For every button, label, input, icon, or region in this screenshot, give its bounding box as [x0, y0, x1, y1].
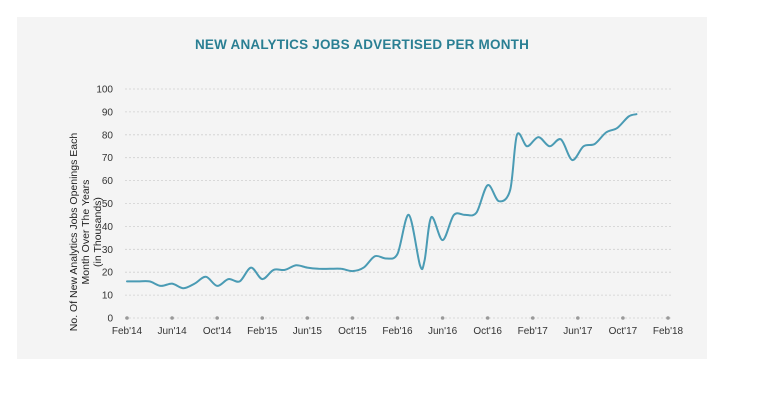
y-tick-label: 20	[102, 268, 114, 279]
x-tick-label: Feb'17	[518, 326, 549, 337]
x-tick-label: Oct'15	[338, 326, 367, 337]
x-tick-label: Oct'17	[609, 326, 638, 337]
y-tick-label: 70	[102, 153, 114, 164]
x-tick-dot	[395, 316, 400, 320]
y-tick-label: 60	[102, 176, 114, 187]
chart-title: NEW ANALYTICS JOBS ADVERTISED PER MONTH	[194, 37, 530, 52]
y-tick-label: 50	[102, 199, 114, 210]
x-tick-dot	[305, 316, 310, 320]
x-tick-dot	[666, 316, 670, 320]
x-tick-label: Feb'14	[112, 326, 143, 337]
series-line	[126, 113, 638, 290]
x-tick-label: Jun'17	[563, 326, 593, 337]
x-tick-dot	[260, 316, 265, 320]
x-tick-label: Oct'16	[473, 326, 502, 337]
x-tick-label: Jun'14	[158, 326, 188, 337]
x-tick-label: Oct'14	[203, 326, 232, 337]
x-tick-dot	[576, 316, 580, 320]
x-tick-label: Feb'15	[247, 326, 278, 337]
x-tick-label: Feb'18	[653, 326, 684, 337]
line-chart: 0 10 20 30 40 50 60 70 80 90 100 Feb'14 Jun'14 Oct'14…	[96, 85, 684, 338]
y-tick-label: 80	[102, 130, 114, 141]
y-tick-label: 90	[102, 107, 114, 118]
x-tick-label: Feb'16	[382, 326, 413, 337]
y-tick-label: 10	[102, 291, 114, 302]
y-tick-label: 0	[107, 314, 113, 325]
x-tick-dot	[170, 316, 174, 320]
x-tick-dot	[621, 316, 625, 320]
x-tick-dot	[125, 316, 129, 320]
y-tick-label: 40	[102, 222, 114, 233]
x-tick-dot	[215, 316, 219, 320]
x-tick-dot	[530, 316, 535, 320]
x-tick-dot	[350, 316, 355, 320]
chart-panel: NEW ANALYTICS JOBS ADVERTISED PER MONTH …	[17, 17, 707, 359]
y-tick-label: 30	[102, 245, 114, 256]
x-tick-label: Jun'16	[428, 326, 458, 337]
y-tick-label: 100	[96, 85, 113, 96]
x-tick-label: Jun'15	[293, 326, 323, 337]
x-tick-dot	[485, 316, 490, 320]
x-tick-dot	[440, 316, 445, 320]
